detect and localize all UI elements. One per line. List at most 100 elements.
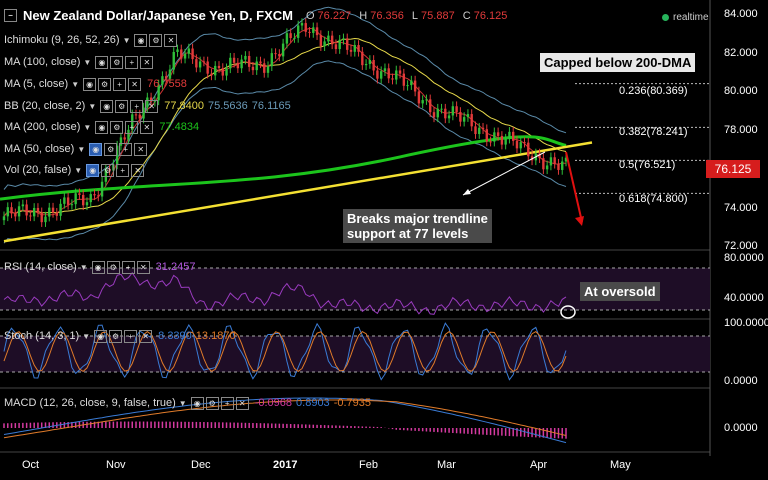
indicator-ichimoku[interactable]: Ichimoku (9, 26, 52, 26) ▼ ◉ ⚙ ✕ [4, 32, 179, 48]
settings-icon[interactable]: ⚙ [98, 77, 112, 91]
eye-icon[interactable]: ◉ [94, 329, 108, 343]
add-icon[interactable]: + [125, 55, 139, 69]
settings-icon[interactable]: ⚙ [149, 33, 163, 47]
eye-icon[interactable]: ◉ [95, 55, 109, 69]
candle-body [6, 207, 9, 217]
candle-body [327, 35, 330, 42]
candle-body [36, 207, 40, 213]
candle-body [172, 52, 175, 70]
settings-icon[interactable]: ⚙ [106, 260, 120, 274]
settings-icon[interactable]: ⚙ [104, 142, 118, 156]
ma200-line [0, 135, 567, 201]
candle-body [127, 129, 130, 140]
indicator-volume[interactable]: Vol (20, false) ▼ ◉ ⚙ + ✕ [4, 162, 146, 178]
candle-body [523, 142, 526, 144]
stoch-legend[interactable]: Stoch (14, 3, 1) ▼ ◉ ⚙ + ✕ 8.3390 13.1870 [4, 329, 236, 343]
chevron-down-icon[interactable]: ▼ [74, 165, 83, 175]
close-icon[interactable]: ✕ [131, 163, 145, 177]
indicator-ma200[interactable]: MA (200, close) ▼ ◉ ⚙ + ✕ 77.4834 [4, 120, 200, 134]
candle-body [217, 65, 221, 69]
settings-icon[interactable]: ⚙ [205, 396, 219, 410]
close-icon[interactable]: ✕ [140, 120, 154, 134]
candle-body [93, 194, 96, 196]
candle-body [425, 99, 428, 101]
candle-body [489, 141, 492, 143]
eye-icon[interactable]: ◉ [190, 396, 204, 410]
candle-body [82, 194, 85, 206]
indicator-ma100[interactable]: MA (100, close) ▼ ◉ ⚙ + ✕ [4, 54, 155, 70]
rsi-legend[interactable]: RSI (14, close) ▼ ◉ ⚙ + ✕ 31.2457 [4, 260, 196, 274]
candle-body [297, 25, 300, 38]
chevron-down-icon[interactable]: ▼ [79, 262, 88, 272]
indicator-bb[interactable]: BB (20, close, 2) ▼ ◉ ⚙ + ✕ 77.8400 75.5636 … [4, 99, 291, 113]
eye-icon[interactable]: ◉ [91, 260, 105, 274]
chevron-down-icon[interactable]: ▼ [77, 144, 86, 154]
candle-body [542, 158, 545, 170]
indicator-ma50[interactable]: MA (50, close) ▼ ◉ ⚙ + ✕ [4, 141, 149, 157]
close-icon[interactable]: ✕ [136, 260, 150, 274]
settings-icon[interactable]: ⚙ [110, 55, 124, 69]
eye-icon[interactable]: ◉ [134, 33, 148, 47]
settings-icon[interactable]: ⚙ [109, 329, 123, 343]
chevron-down-icon[interactable]: ▼ [71, 79, 80, 89]
settings-icon[interactable]: ⚙ [101, 163, 115, 177]
candle-body [232, 57, 236, 63]
add-icon[interactable]: + [116, 163, 130, 177]
add-icon[interactable]: + [125, 120, 139, 134]
add-icon[interactable]: + [124, 329, 138, 343]
candle-body [315, 27, 319, 36]
candle-body [278, 54, 281, 57]
eye-icon[interactable]: ◉ [86, 163, 100, 177]
candle-body [281, 43, 285, 57]
eye-icon[interactable]: ◉ [83, 77, 97, 91]
settings-icon[interactable]: ⚙ [115, 99, 129, 113]
close-icon[interactable]: ✕ [139, 329, 153, 343]
close-icon[interactable]: ✕ [134, 142, 148, 156]
macd-signal-line [3, 399, 567, 439]
candle-body [247, 55, 251, 67]
candle-body [55, 212, 59, 216]
candle-body [225, 68, 228, 76]
candle-body [300, 23, 304, 26]
chevron-down-icon[interactable]: ▼ [83, 122, 92, 132]
chevron-down-icon[interactable]: ▼ [122, 35, 131, 45]
eye-icon[interactable]: ◉ [95, 120, 109, 134]
close-icon[interactable]: ✕ [140, 55, 154, 69]
add-icon[interactable]: + [121, 260, 135, 274]
candle-body [142, 107, 145, 119]
candle-body [157, 84, 160, 101]
add-icon[interactable]: + [220, 396, 234, 410]
chevron-down-icon[interactable]: ▼ [88, 101, 97, 111]
stoch-d-value: 13.1870 [195, 330, 236, 342]
close-icon[interactable]: ✕ [145, 99, 159, 113]
close-icon[interactable]: ✕ [235, 396, 249, 410]
close-icon[interactable]: ✕ [164, 33, 178, 47]
candle-body [508, 131, 511, 139]
chevron-down-icon[interactable]: ▼ [178, 398, 187, 408]
eye-icon[interactable]: ◉ [89, 142, 103, 156]
add-icon[interactable]: + [119, 142, 133, 156]
candle-body [2, 216, 6, 221]
add-icon[interactable]: + [130, 99, 144, 113]
candle-body [462, 117, 466, 122]
macd-hist-value: -0.0968 [254, 397, 293, 409]
candle-body [63, 197, 66, 204]
candle-body [183, 53, 187, 59]
add-icon[interactable]: + [113, 77, 127, 91]
candle-body [519, 142, 522, 149]
settings-icon[interactable]: ⚙ [110, 120, 124, 134]
indicator-ma5[interactable]: MA (5, close) ▼ ◉ ⚙ + ✕ 76.7558 [4, 77, 187, 91]
macd-legend[interactable]: MACD (12, 26, close, 9, false, true) ▼ ◉ ⚙… [4, 396, 371, 410]
chevron-down-icon[interactable]: ▼ [82, 331, 91, 341]
candle-body [334, 44, 338, 50]
close-icon[interactable]: ✕ [128, 77, 142, 91]
candle-body [123, 137, 126, 140]
candle-body [244, 55, 247, 60]
chevron-down-icon[interactable]: ▼ [83, 57, 92, 67]
eye-icon[interactable]: ◉ [100, 99, 114, 113]
candle-body [202, 61, 206, 63]
candle-body [29, 215, 32, 217]
candle-body [78, 193, 81, 195]
candle-body [161, 76, 164, 85]
